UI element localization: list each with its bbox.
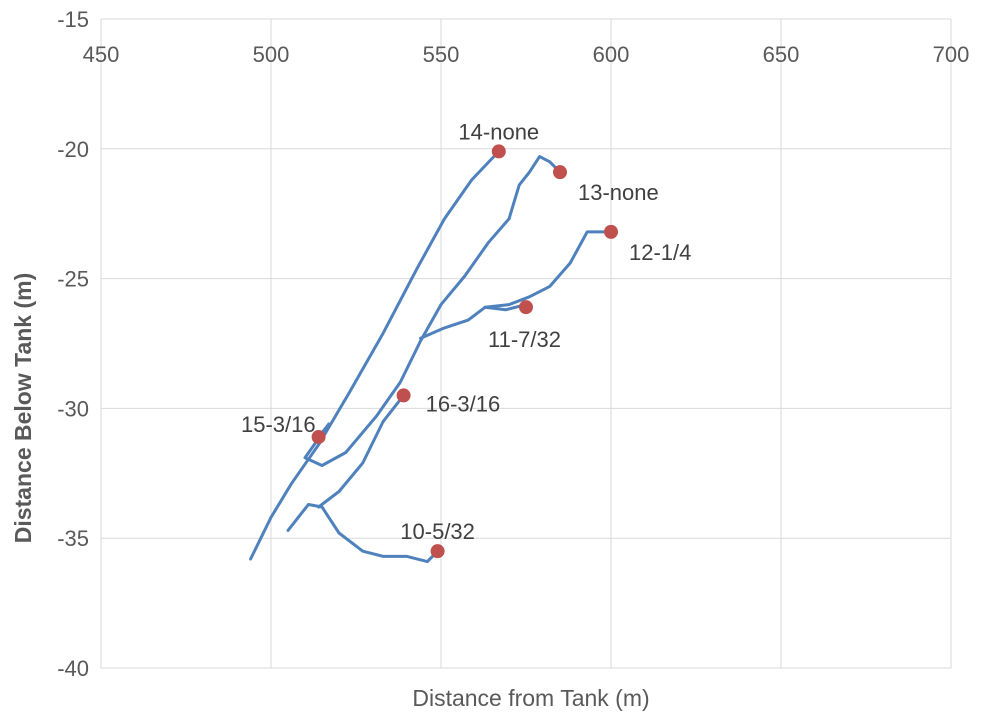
- data-points: [311, 144, 618, 559]
- data-point: [430, 544, 445, 559]
- x-tick-label: 700: [933, 42, 970, 67]
- data-label: 12-1/4: [629, 240, 691, 265]
- data-label: 10-5/32: [400, 519, 475, 544]
- data-labels: 14-none 13-none 12-1/4 11-7/32 16-3/16 15-3/1…: [241, 119, 691, 544]
- data-point: [553, 165, 567, 180]
- path-lines: [249, 149, 613, 564]
- x-axis-ticks: 450 500 550 600 650 700: [83, 42, 970, 67]
- data-point: [491, 144, 506, 159]
- y-tick-label: -35: [57, 526, 89, 551]
- x-tick-label: 600: [593, 42, 630, 67]
- x-tick-label: 650: [763, 42, 800, 67]
- y-tick-label: -40: [57, 656, 89, 681]
- data-point: [311, 429, 326, 444]
- series-line-path-16b: [317, 393, 406, 509]
- y-axis-ticks: -15 -20 -25 -30 -35 -40: [57, 7, 89, 681]
- data-label: 11-7/32: [488, 327, 561, 352]
- x-tick-label: 550: [423, 42, 460, 67]
- data-point: [519, 300, 533, 315]
- data-label: 15-3/16: [241, 412, 316, 437]
- gridlines: [100, 18, 952, 669]
- x-tick-label: 450: [83, 42, 120, 67]
- data-label: 14-none: [458, 119, 539, 144]
- y-axis-title: Distance Below Tank (m): [10, 273, 36, 544]
- y-tick-label: -25: [57, 267, 89, 292]
- y-tick-label: -15: [57, 7, 89, 32]
- x-tick-label: 500: [253, 42, 290, 67]
- series-line-path-16: [286, 503, 440, 564]
- y-tick-label: -20: [57, 137, 89, 162]
- series-line-path-15: [303, 155, 562, 467]
- data-point: [396, 388, 411, 403]
- x-axis-title: Distance from Tank (m): [412, 685, 649, 711]
- series-line-path-11: [419, 303, 528, 340]
- data-point: [604, 224, 618, 239]
- data-label: 16-3/16: [426, 391, 501, 416]
- series-line-path-12: [483, 230, 613, 309]
- series-line-path-14: [249, 149, 501, 561]
- data-label: 13-none: [578, 180, 659, 205]
- y-tick-label: -30: [57, 396, 89, 421]
